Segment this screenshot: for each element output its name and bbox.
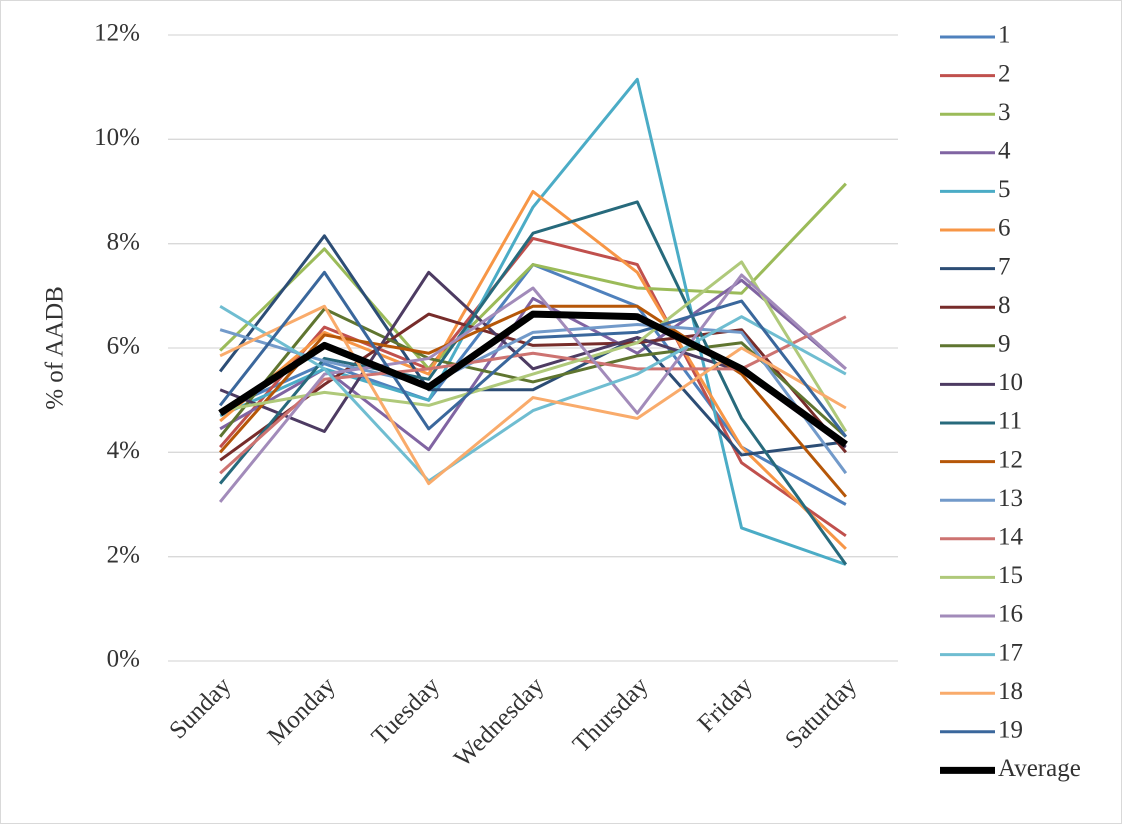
legend-label: 1 xyxy=(998,22,1011,49)
legend-label: 10 xyxy=(998,369,1023,396)
legend-label: 19 xyxy=(998,717,1023,744)
legend-label: 9 xyxy=(998,331,1011,358)
legend-label: 16 xyxy=(998,601,1023,628)
legend-label: 17 xyxy=(998,639,1023,666)
legend-label: 8 xyxy=(998,292,1011,319)
y-tick-label: 4% xyxy=(107,437,140,464)
series-line xyxy=(219,304,847,498)
y-tick-label: 8% xyxy=(107,228,140,255)
legend-label: 13 xyxy=(998,485,1023,512)
series-line xyxy=(218,273,847,503)
legend-label: 15 xyxy=(998,562,1023,589)
legend-label: 6 xyxy=(998,215,1011,242)
series-line xyxy=(219,312,847,462)
series-line xyxy=(219,323,848,475)
legend-label: 11 xyxy=(998,408,1022,435)
y-tick-label: 0% xyxy=(107,646,140,673)
legend-label: 18 xyxy=(998,678,1023,705)
legend-label: 7 xyxy=(998,253,1011,280)
series-line xyxy=(219,304,847,486)
y-tick-label: 6% xyxy=(107,333,140,360)
y-tick-label: 2% xyxy=(107,541,140,568)
series-line xyxy=(219,182,847,371)
series-line xyxy=(219,260,848,433)
legend-label: 3 xyxy=(998,99,1011,126)
legend-label: 14 xyxy=(998,524,1024,551)
series-line xyxy=(218,234,847,457)
series-line xyxy=(218,270,848,438)
series-line xyxy=(218,200,848,566)
average-line xyxy=(218,310,848,448)
y-tick-label: 12% xyxy=(94,20,140,47)
series-line xyxy=(219,190,847,550)
y-axis-label: % of AADB xyxy=(42,286,69,410)
legend-label: 5 xyxy=(998,176,1011,203)
series-line xyxy=(219,304,847,483)
legend-label: 4 xyxy=(998,138,1011,165)
y-tick-label: 10% xyxy=(94,124,140,151)
legend-label: Average xyxy=(998,755,1081,782)
series-line xyxy=(219,236,847,538)
legend-label: 2 xyxy=(998,60,1011,87)
legend-label: 12 xyxy=(998,446,1023,473)
